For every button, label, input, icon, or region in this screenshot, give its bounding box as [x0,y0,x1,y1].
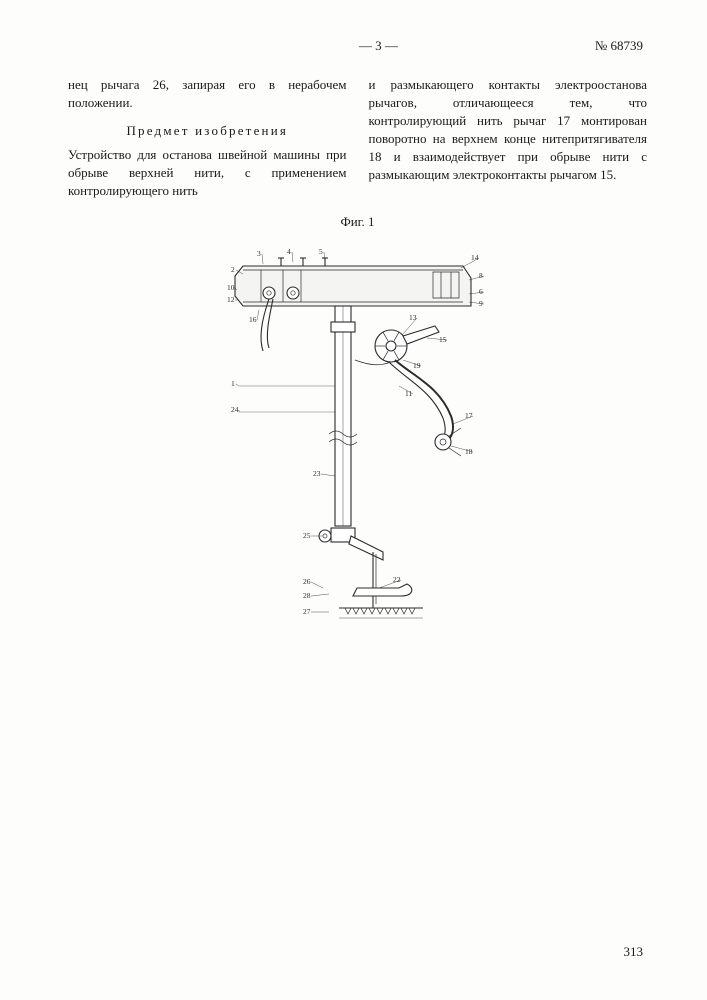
svg-text:23: 23 [313,469,321,478]
svg-text:6: 6 [479,287,483,296]
figure-svg: 2345148691012161315191718111242325262827… [203,236,513,656]
figure-wrap: 2345148691012161315191718111242325262827… [68,236,647,656]
paragraph-2: Устройство для останова швейной машины п… [68,146,347,200]
svg-text:12: 12 [227,295,235,304]
svg-text:11: 11 [405,389,412,398]
paragraph-1: нец рычага 26, запирая его в нерабочем п… [68,76,347,112]
svg-text:18: 18 [465,447,473,456]
svg-text:3: 3 [257,249,261,258]
svg-text:14: 14 [471,253,479,262]
svg-text:26: 26 [303,577,311,586]
svg-text:4: 4 [287,247,291,256]
doc-number: № 68739 [595,38,643,54]
svg-text:27: 27 [303,607,311,616]
svg-text:9: 9 [479,299,483,308]
svg-text:10: 10 [227,283,235,292]
svg-text:2: 2 [231,265,235,274]
svg-text:5: 5 [319,247,323,256]
figure-label: Фиг. 1 [68,214,647,230]
page-container: — 3 — № 68739 нец рычага 26, запирая его… [0,0,707,686]
svg-text:13: 13 [409,313,417,322]
subject-heading: Предмет изобретения [68,122,347,140]
svg-text:19: 19 [413,361,421,370]
svg-text:28: 28 [303,591,311,600]
page-header: — 3 — № 68739 [68,38,647,54]
svg-text:17: 17 [465,411,473,420]
svg-text:8: 8 [479,271,483,280]
svg-text:24: 24 [231,405,239,414]
svg-text:16: 16 [249,315,257,324]
page-marker: — 3 — [359,38,398,54]
svg-text:22: 22 [393,575,401,584]
paragraph-3: и размыкающего контакты электроостанова … [369,76,648,184]
text-columns: нец рычага 26, запирая его в нерабочем п… [68,76,647,200]
svg-text:15: 15 [439,335,447,344]
svg-text:1: 1 [231,379,235,388]
page-number: 313 [624,944,644,960]
svg-text:25: 25 [303,531,311,540]
